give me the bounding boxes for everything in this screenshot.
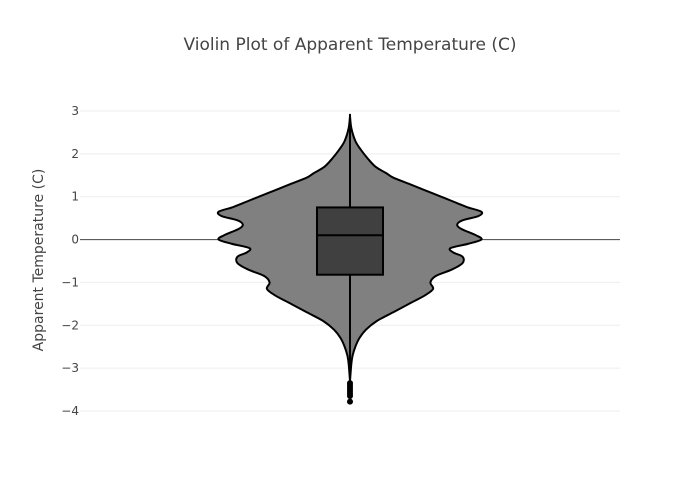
y-tick-label: 3 [71,104,79,118]
outlier-point [347,393,353,399]
y-tick-label: 0 [71,233,79,247]
outlier-point [347,398,353,405]
y-axis-ticks: 3 2 1 0 −1 −2 −3 −4 [61,104,79,418]
y-tick-label: −3 [61,361,79,375]
chart-title: Violin Plot of Apparent Temperature (C) [183,35,516,55]
box-iqr [316,206,384,276]
y-tick-label: −4 [61,404,79,418]
y-axis-title: Apparent Temperature (C) [31,169,47,352]
y-tick-label: 1 [71,190,79,204]
y-tick-label: 2 [71,147,79,161]
y-tick-label: −2 [61,318,79,332]
outlier-points [347,380,353,405]
y-tick-label: −1 [61,275,79,289]
violin-group [216,113,484,385]
